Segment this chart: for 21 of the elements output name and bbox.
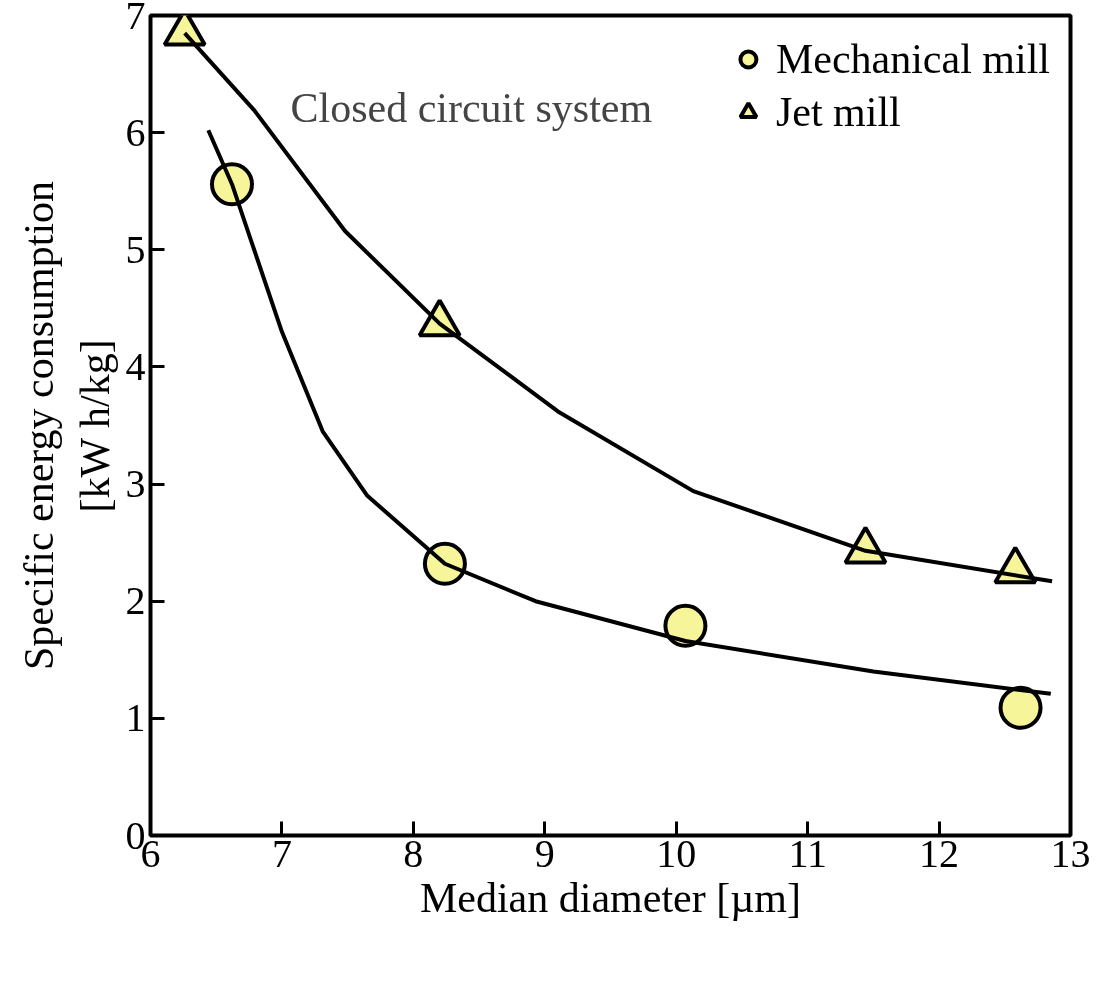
y-tick-label: 7 [125, 0, 146, 38]
legend-label: Mechanical mill [775, 35, 1050, 83]
point [998, 685, 1043, 730]
y-tick-label: 5 [125, 226, 146, 272]
x-tick-label: 10 [656, 830, 697, 876]
y-tick-label: 2 [125, 578, 146, 624]
y-axis-title: Specific energy consumption [kW h/kg] [16, 180, 118, 671]
annotation: Closed circuit system [290, 84, 653, 131]
point [663, 603, 708, 648]
y-tick-label: 4 [125, 343, 146, 389]
y-tick-label: 3 [125, 461, 146, 507]
y-tick-label: 1 [125, 695, 146, 741]
legend-label: Jet mill [775, 88, 901, 136]
x-tick-label: 12 [919, 830, 960, 876]
x-axis-title: Median diameter [µm] [419, 874, 802, 921]
x-tick-label: 7 [271, 830, 292, 876]
x-tick-label: 13 [1050, 830, 1091, 876]
y-tick-label: 6 [125, 109, 146, 155]
x-tick-label: 11 [788, 830, 827, 876]
x-tick-label: 8 [403, 830, 424, 876]
x-tick-label: 9 [534, 830, 555, 876]
